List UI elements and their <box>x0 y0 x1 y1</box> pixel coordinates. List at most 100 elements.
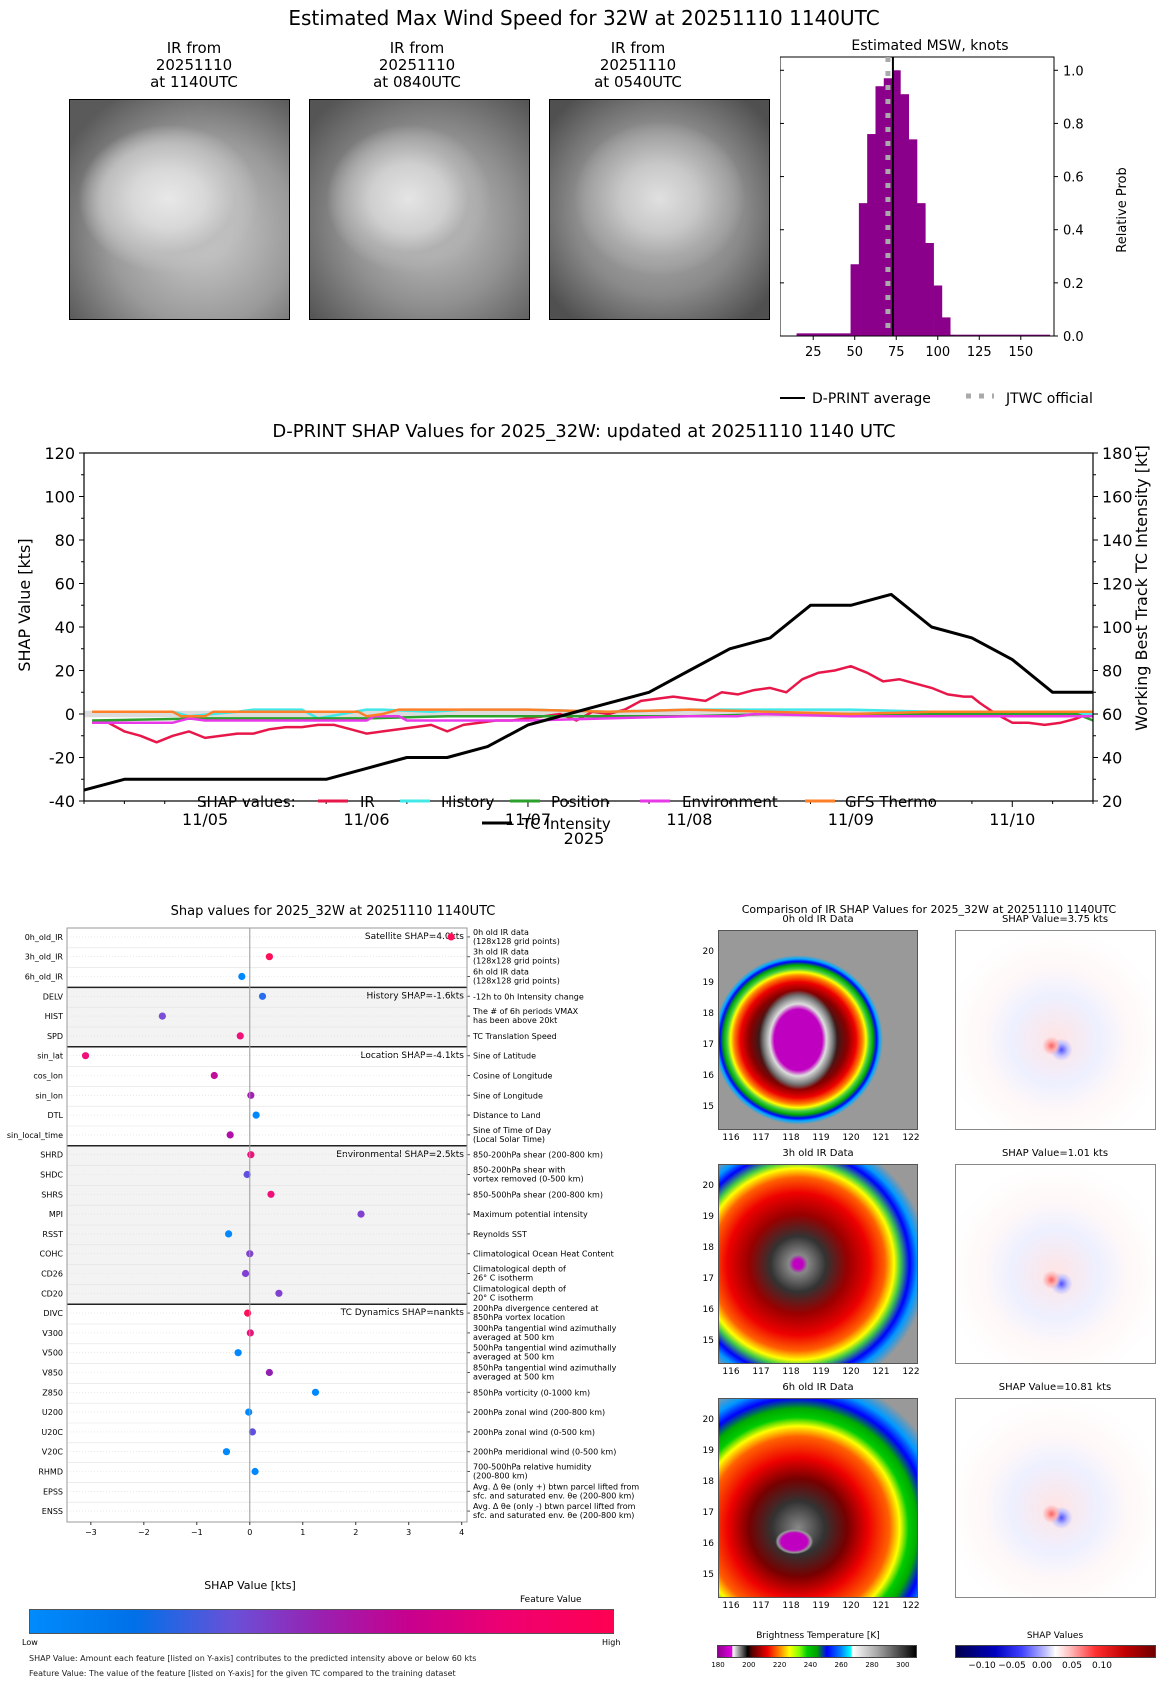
longitude-tick-label: 122 <box>902 1133 920 1143</box>
feature-point-MPI <box>357 1210 365 1218</box>
feature-description: 20° C isotherm <box>473 1293 533 1302</box>
feature-description: Reynolds SST <box>473 1230 527 1239</box>
feature-name: sin_local_time <box>7 1131 63 1140</box>
timeseries-ytick-label-right: 180 <box>1102 444 1133 463</box>
feature-description: -12h to 0h Intensity change <box>473 992 584 1001</box>
latitude-tick-label: 20 <box>702 947 714 957</box>
ir-panel-3-line3: at 0540UTC <box>594 73 682 91</box>
feature-colorbar-title: Feature Value <box>520 1595 582 1605</box>
histogram-frame <box>780 56 1055 337</box>
feature-description: 500hPa tangential wind azimuthally <box>473 1344 617 1353</box>
latitude-tick-label: 20 <box>702 1415 714 1425</box>
feature-name: HIST <box>45 1012 63 1021</box>
histogram-bar <box>908 139 918 336</box>
timeseries-ylabel-left: SHAP Value [kts] <box>15 538 34 671</box>
series-line-ir <box>92 664 1094 744</box>
histogram-legend: D-PRINT average JTWC official <box>780 391 1093 407</box>
legend-label-history: History <box>441 793 494 811</box>
feature-group-4: TC Dynamics SHAP=nankts DIVC 200hPa diverg… <box>38 1303 639 1520</box>
feature-point-3h_old_IR <box>265 953 273 961</box>
feature-name: U200 <box>42 1408 63 1417</box>
histogram-ytick-label: 0.4 <box>1063 224 1084 239</box>
timeseries-ytick-label-right: 60 <box>1102 705 1122 724</box>
histogram-bar <box>900 94 909 336</box>
timeseries-ytick-label-right: 160 <box>1102 488 1133 507</box>
feature-value-colorbar <box>29 1609 614 1634</box>
feature-description: Sine of Latitude <box>473 1052 536 1061</box>
bt-colorbar-tick: 220 <box>772 1661 787 1669</box>
longitude-tick-label: 116 <box>722 1133 740 1143</box>
feature-description: averaged at 500 km <box>473 1353 554 1362</box>
longitude-tick-label: 121 <box>872 1367 890 1377</box>
ir-panel-title-3: IR from 20251110 at 0540UTC <box>528 40 748 91</box>
shap-timeseries-chart: D-PRINT SHAP Values for 2025_32W: update… <box>15 421 1151 848</box>
scatter-xtick-label: 2 <box>353 1528 358 1537</box>
scatter-xtick-label: 0 <box>247 1528 252 1537</box>
feature-point-U200 <box>245 1408 253 1416</box>
latitude-tick-label: 17 <box>702 1508 714 1518</box>
latitude-tick-label: 17 <box>702 1040 714 1050</box>
feature-point-0h_old_IR <box>447 933 455 941</box>
ir-panel-2-line3: at 0840UTC <box>373 73 461 91</box>
histogram-title: Estimated MSW, knots <box>851 38 1008 54</box>
legend-label-gfs-thermo: GFS Thermo <box>845 793 937 811</box>
latitude-tick-label: 19 <box>702 978 714 988</box>
scatter-title: Shap values for 2025_32W at 20251110 114… <box>171 904 496 919</box>
legend-label-position: Position <box>551 793 609 811</box>
feature-point-sin_lat <box>81 1052 90 1060</box>
timeseries-xtick-label: 11/09 <box>828 810 874 829</box>
feature-point-sin_local_time <box>226 1131 234 1139</box>
feature-description: (Local Solar Time) <box>473 1135 545 1144</box>
scatter-xtick-label: 1 <box>300 1528 305 1537</box>
histogram-ylabel: Relative Prob <box>1115 167 1130 252</box>
latitude-tick-label: 18 <box>702 1009 714 1019</box>
shap-colorbar-title: SHAP Values <box>1026 1631 1084 1641</box>
ir-panel-3-line1: IR from <box>610 39 666 57</box>
timeseries-ytick-label-right: 140 <box>1102 531 1133 550</box>
latitude-tick-label: 18 <box>702 1477 714 1487</box>
longitude-tick-label: 118 <box>782 1133 800 1143</box>
legend-jtwc-label: JTWC official <box>1005 391 1093 407</box>
feature-description: 850-200hPa shear with <box>473 1166 565 1175</box>
histogram-ytick-label: 0.2 <box>1063 277 1084 292</box>
scatter-xtick-label: −3 <box>85 1528 97 1537</box>
ir-data-title: 0h old IR Data <box>782 914 854 925</box>
feature-description: 300hPa tangential wind azimuthally <box>473 1324 617 1333</box>
ir-panel-1-line1: IR from <box>166 39 222 57</box>
histogram-bar <box>892 70 901 337</box>
latitude-tick-label: 16 <box>702 1305 714 1315</box>
timeseries-ytick-label-right: 80 <box>1102 662 1122 681</box>
histogram-bar <box>933 285 943 336</box>
latitude-tick-label: 16 <box>702 1539 714 1549</box>
shap-value-title: SHAP Value=1.01 kts <box>1001 1148 1109 1159</box>
latitude-tick-label: 15 <box>702 1336 714 1346</box>
feature-description: Climatological Ocean Heat Content <box>473 1250 614 1259</box>
histogram-bar <box>821 333 831 336</box>
ir-image-1140utc <box>69 99 290 320</box>
feature-name: DTL <box>47 1111 63 1120</box>
brightness-temperature-colorbar <box>717 1645 917 1658</box>
histogram-bar <box>925 243 934 336</box>
feature-description: Maximum potential intensity <box>473 1210 588 1219</box>
feature-description: 850-500hPa shear (200-800 km) <box>473 1190 603 1199</box>
histogram-xtick-label: 150 <box>1008 345 1033 360</box>
feature-name: MPI <box>49 1210 63 1219</box>
histogram-bar <box>796 333 806 336</box>
shap-colorbar-tick: 0.00 <box>1031 1661 1053 1671</box>
longitude-tick-label: 116 <box>722 1367 740 1377</box>
histogram-ytick-label: 1.0 <box>1063 64 1084 79</box>
feature-name: DIVC <box>43 1309 63 1318</box>
feature-name: DELV <box>43 992 64 1001</box>
ir-panel-3-line2: 20251110 <box>599 56 677 74</box>
histogram-bar <box>883 78 893 336</box>
longitude-tick-label: 118 <box>782 1601 800 1611</box>
histogram-bar <box>1033 334 1042 336</box>
latitude-tick-label: 20 <box>702 1181 714 1191</box>
timeseries-ytick-label-right: 120 <box>1102 575 1133 594</box>
shap-map-image <box>955 1398 1156 1598</box>
shap-value-title: SHAP Value=10.81 kts <box>998 1382 1112 1393</box>
timeseries-ytick-label-left: 0 <box>65 705 75 724</box>
ir-colored-image <box>718 1164 918 1364</box>
histogram-bar <box>1000 334 1009 336</box>
